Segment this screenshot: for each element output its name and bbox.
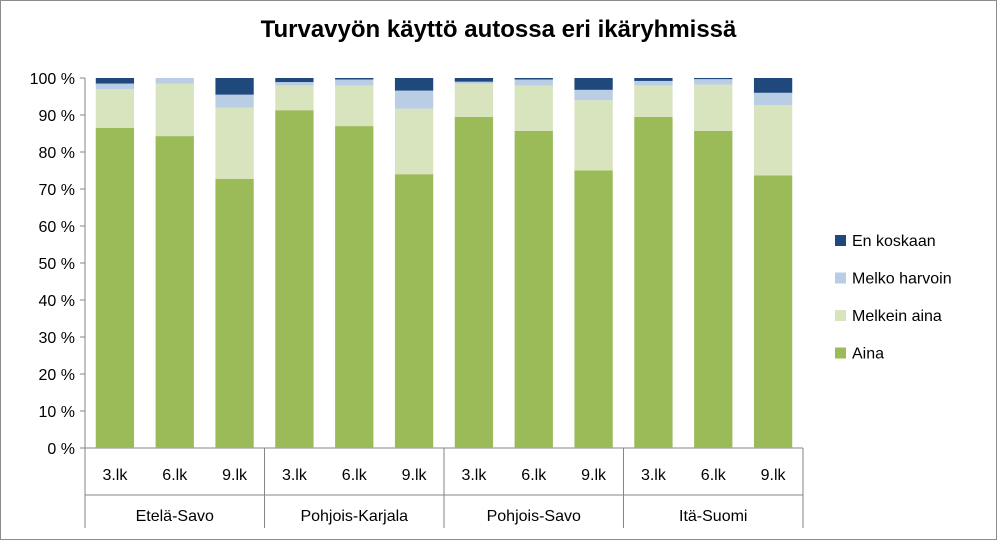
bar-segment xyxy=(335,79,374,86)
bar-segment xyxy=(215,94,254,108)
bar-segment xyxy=(574,78,613,90)
bar-segment xyxy=(753,105,793,176)
y-tick-label: 10 % xyxy=(39,404,75,421)
y-tick-label: 80 % xyxy=(39,145,75,162)
x-category-label: 3.lk xyxy=(102,467,128,484)
y-tick-label: 90 % xyxy=(39,108,75,125)
x-group-label: Etelä-Savo xyxy=(136,508,214,525)
bar-segment xyxy=(95,127,135,448)
legend-label: Aina xyxy=(852,346,884,363)
bar-segment xyxy=(454,83,494,117)
y-tick-label: 100 % xyxy=(30,71,75,88)
y-tick-label: 50 % xyxy=(39,256,75,273)
legend-swatch xyxy=(835,235,846,246)
bar-segment xyxy=(514,85,553,131)
x-category-label: 3.lk xyxy=(641,467,667,484)
bar-segment xyxy=(394,90,434,109)
bar-segment xyxy=(634,116,673,448)
bar-segment xyxy=(694,84,733,131)
bar-segment xyxy=(753,92,793,106)
x-category-label: 6.lk xyxy=(162,467,188,484)
legend-label: Melko harvoin xyxy=(852,271,952,288)
bar-segment xyxy=(394,108,434,175)
bar-segment xyxy=(215,78,254,95)
bar-segment xyxy=(95,89,135,128)
x-category-label: 6.lk xyxy=(521,467,547,484)
x-category-label: 3.lk xyxy=(461,467,487,484)
bar-segment xyxy=(275,82,314,86)
bar-segment xyxy=(454,78,494,82)
bar-segment xyxy=(155,78,194,84)
bar-segment xyxy=(95,83,135,90)
bar-segment xyxy=(275,85,314,111)
bar-segment xyxy=(394,78,434,91)
x-category-label: 6.lk xyxy=(701,467,727,484)
x-group-label: Pohjois-Savo xyxy=(487,508,581,525)
bar-segment xyxy=(454,81,494,84)
bar-segment xyxy=(574,100,613,171)
chart-title: Turvavyön käyttö autossa eri ikäryhmissä xyxy=(260,16,737,43)
bar-segment xyxy=(753,78,793,93)
bar-segment xyxy=(514,78,553,80)
bar-segment xyxy=(394,174,434,448)
bar-segment xyxy=(335,78,374,80)
bar-segment xyxy=(634,80,673,86)
y-tick-label: 30 % xyxy=(39,330,75,347)
bar-segment xyxy=(155,83,194,137)
x-category-label: 9.lk xyxy=(581,467,607,484)
bar-segment xyxy=(753,175,793,448)
bar-segment xyxy=(215,107,254,180)
legend-label: Melkein aina xyxy=(852,308,942,325)
x-category-label: 9.lk xyxy=(222,467,248,484)
bar-segment xyxy=(335,85,374,127)
bar-segment xyxy=(215,179,254,448)
bar-segment xyxy=(574,170,613,448)
y-tick-label: 20 % xyxy=(39,367,75,384)
bar-segment xyxy=(275,110,314,448)
legend-swatch xyxy=(835,347,846,359)
bar-segment xyxy=(514,130,553,448)
legend-swatch xyxy=(835,310,846,321)
x-category-label: 9.lk xyxy=(402,467,428,484)
bar-segment xyxy=(694,130,733,448)
bar-segment xyxy=(335,126,374,448)
x-category-label: 3.lk xyxy=(282,467,308,484)
legend-label: En koskaan xyxy=(852,233,936,250)
bar-segment xyxy=(275,78,314,83)
bar-segment xyxy=(634,78,673,81)
legend-swatch xyxy=(835,272,846,284)
y-tick-label: 60 % xyxy=(39,219,75,236)
bar-segment xyxy=(155,136,194,448)
x-group-label: Pohjois-Karjala xyxy=(300,508,408,525)
bar-segment xyxy=(694,78,733,80)
y-tick-label: 40 % xyxy=(39,293,75,310)
bar-segment xyxy=(514,79,553,86)
bar-segment xyxy=(95,78,135,84)
x-category-label: 6.lk xyxy=(342,467,368,484)
y-tick-label: 0 % xyxy=(47,441,75,458)
x-group-label: Itä-Suomi xyxy=(679,508,747,525)
bar-segment xyxy=(454,116,494,448)
bar-segment xyxy=(634,85,673,117)
y-tick-label: 70 % xyxy=(39,182,75,199)
bar-segment xyxy=(574,89,613,101)
x-category-label: 9.lk xyxy=(761,467,787,484)
bar-segment xyxy=(694,79,733,85)
